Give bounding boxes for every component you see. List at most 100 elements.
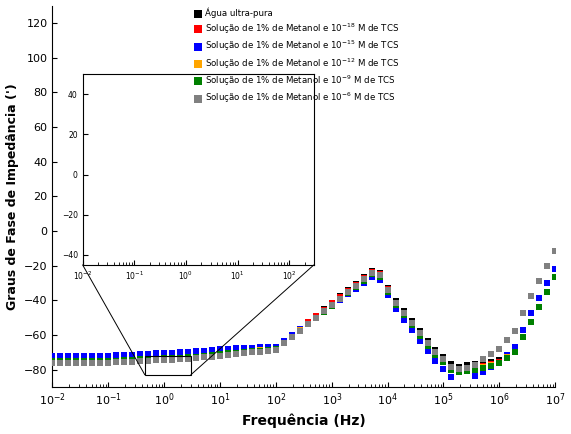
Solução de 1% de Metanol e $10^{-18}$ M de TCS [367, 269, 376, 276]
Água ultra-pura [271, 345, 280, 352]
Solução de 1% de Metanol e $10^{-18}$ M de TCS [431, 349, 440, 356]
Solução de 1% de Metanol e $10^{-12}$ M de TCS [96, 358, 105, 365]
Solução de 1% de Metanol e $10^{-6}$ M de TCS [534, 277, 544, 284]
Solução de 1% de Metanol e $10^{-18}$ M de TCS [104, 356, 113, 363]
Solução de 1% de Metanol e $10^{-18}$ M de TCS [447, 364, 456, 371]
Solução de 1% de Metanol e $10^{-9}$ M de TCS [534, 303, 544, 310]
Solução de 1% de Metanol e $10^{-9}$ M de TCS [175, 354, 184, 361]
Solução de 1% de Metanol e $10^{-18}$ M de TCS [191, 352, 200, 358]
Água ultra-pura [263, 345, 272, 352]
Solução de 1% de Metanol e $10^{-18}$ M de TCS [80, 356, 89, 363]
Solução de 1% de Metanol e $10^{-9}$ M de TCS [455, 369, 464, 376]
Água ultra-pura [255, 346, 264, 353]
Água ultra-pura [471, 361, 480, 368]
Solução de 1% de Metanol e $10^{-15}$ M de TCS [375, 276, 384, 283]
Solução de 1% de Metanol e $10^{-18}$ M de TCS [375, 271, 384, 278]
Água ultra-pura [96, 358, 105, 365]
Solução de 1% de Metanol e $10^{-6}$ M de TCS [144, 357, 153, 364]
Solução de 1% de Metanol e $10^{-18}$ M de TCS [343, 287, 352, 294]
Solução de 1% de Metanol e $10^{-6}$ M de TCS [175, 356, 184, 363]
Solução de 1% de Metanol e $10^{-9}$ M de TCS [423, 342, 432, 349]
Solução de 1% de Metanol e $10^{-18}$ M de TCS [423, 340, 432, 347]
Solução de 1% de Metanol e $10^{-18}$ M de TCS [136, 354, 145, 361]
Solução de 1% de Metanol e $10^{-18}$ M de TCS [160, 353, 169, 360]
Solução de 1% de Metanol e $10^{-15}$ M de TCS [120, 352, 129, 358]
Solução de 1% de Metanol e $10^{-15}$ M de TCS [136, 351, 145, 358]
Solução de 1% de Metanol e $10^{-12}$ M de TCS [64, 358, 73, 365]
Solução de 1% de Metanol e $10^{-15}$ M de TCS [439, 365, 448, 372]
Solução de 1% de Metanol e $10^{-9}$ M de TCS [327, 302, 336, 309]
Solução de 1% de Metanol e $10^{-18}$ M de TCS [255, 345, 264, 352]
Solução de 1% de Metanol e $10^{-9}$ M de TCS [104, 358, 113, 365]
Solução de 1% de Metanol e $10^{-12}$ M de TCS [455, 368, 464, 375]
Água ultra-pura [494, 357, 504, 364]
Solução de 1% de Metanol e $10^{-6}$ M de TCS [295, 327, 304, 334]
Solução de 1% de Metanol e $10^{-18}$ M de TCS [144, 354, 153, 361]
Solução de 1% de Metanol e $10^{-6}$ M de TCS [351, 282, 360, 289]
Solução de 1% de Metanol e $10^{-6}$ M de TCS [223, 352, 232, 358]
Solução de 1% de Metanol e $10^{-6}$ M de TCS [383, 286, 392, 293]
Solução de 1% de Metanol e $10^{-15}$ M de TCS [72, 352, 81, 359]
Solução de 1% de Metanol e $10^{-12}$ M de TCS [183, 354, 192, 361]
Água ultra-pura [502, 352, 512, 359]
Solução de 1% de Metanol e $10^{-9}$ M de TCS [343, 289, 352, 296]
X-axis label: Frequência (Hz): Frequência (Hz) [242, 414, 365, 428]
Solução de 1% de Metanol e $10^{-12}$ M de TCS [550, 274, 560, 281]
Água ultra-pura [112, 357, 121, 364]
Água ultra-pura [72, 358, 81, 365]
Solução de 1% de Metanol e $10^{-12}$ M de TCS [415, 331, 424, 338]
Solução de 1% de Metanol e $10^{-12}$ M de TCS [279, 339, 288, 346]
Solução de 1% de Metanol e $10^{-6}$ M de TCS [239, 350, 248, 357]
Água ultra-pura [447, 361, 456, 368]
Solução de 1% de Metanol e $10^{-9}$ M de TCS [183, 354, 192, 361]
Solução de 1% de Metanol e $10^{-12}$ M de TCS [343, 289, 352, 296]
Solução de 1% de Metanol e $10^{-15}$ M de TCS [526, 309, 536, 316]
Solução de 1% de Metanol e $10^{-9}$ M de TCS [215, 351, 224, 358]
Solução de 1% de Metanol e $10^{-9}$ M de TCS [64, 358, 73, 365]
Solução de 1% de Metanol e $10^{-12}$ M de TCS [542, 289, 552, 296]
Água ultra-pura [287, 332, 296, 339]
Solução de 1% de Metanol e $10^{-15}$ M de TCS [351, 285, 360, 292]
Solução de 1% de Metanol e $10^{-15}$ M de TCS [271, 343, 280, 350]
Solução de 1% de Metanol e $10^{-6}$ M de TCS [112, 359, 121, 366]
Solução de 1% de Metanol e $10^{-9}$ M de TCS [88, 358, 97, 365]
Solução de 1% de Metanol e $10^{-6}$ M de TCS [439, 356, 448, 363]
Solução de 1% de Metanol e $10^{-6}$ M de TCS [183, 355, 192, 362]
Solução de 1% de Metanol e $10^{-9}$ M de TCS [160, 355, 169, 362]
Solução de 1% de Metanol e $10^{-12}$ M de TCS [152, 355, 161, 362]
Água ultra-pura [367, 267, 376, 274]
Solução de 1% de Metanol e $10^{-6}$ M de TCS [80, 359, 89, 366]
Solução de 1% de Metanol e $10^{-15}$ M de TCS [479, 368, 488, 375]
Solução de 1% de Metanol e $10^{-9}$ M de TCS [120, 357, 129, 364]
Solução de 1% de Metanol e $10^{-9}$ M de TCS [518, 334, 528, 341]
Solução de 1% de Metanol e $10^{-15}$ M de TCS [534, 295, 544, 302]
Solução de 1% de Metanol e $10^{-6}$ M de TCS [279, 340, 288, 347]
Solução de 1% de Metanol e $10^{-15}$ M de TCS [502, 352, 512, 358]
Solução de 1% de Metanol e $10^{-12}$ M de TCS [335, 296, 344, 302]
Solução de 1% de Metanol e $10^{-12}$ M de TCS [231, 349, 240, 356]
Solução de 1% de Metanol e $10^{-15}$ M de TCS [168, 349, 177, 356]
Solução de 1% de Metanol e $10^{-12}$ M de TCS [311, 314, 320, 321]
Solução de 1% de Metanol e $10^{-9}$ M de TCS [279, 339, 288, 346]
Solução de 1% de Metanol e $10^{-15}$ M de TCS [327, 302, 336, 309]
Solução de 1% de Metanol e $10^{-12}$ M de TCS [160, 355, 169, 362]
Água ultra-pura [128, 356, 137, 363]
Solução de 1% de Metanol e $10^{-15}$ M de TCS [112, 352, 121, 359]
Solução de 1% de Metanol e $10^{-15}$ M de TCS [367, 273, 376, 280]
Solução de 1% de Metanol e $10^{-9}$ M de TCS [479, 364, 488, 371]
Solução de 1% de Metanol e $10^{-12}$ M de TCS [207, 352, 216, 358]
Solução de 1% de Metanol e $10^{-9}$ M de TCS [263, 346, 272, 353]
Solução de 1% de Metanol e $10^{-12}$ M de TCS [383, 288, 392, 295]
Solução de 1% de Metanol e $10^{-6}$ M de TCS [494, 345, 504, 352]
Solução de 1% de Metanol e $10^{-9}$ M de TCS [439, 359, 448, 366]
Solução de 1% de Metanol e $10^{-6}$ M de TCS [128, 358, 137, 365]
Solução de 1% de Metanol e $10^{-6}$ M de TCS [399, 310, 408, 317]
Solução de 1% de Metanol e $10^{-9}$ M de TCS [487, 362, 496, 369]
Solução de 1% de Metanol e $10^{-15}$ M de TCS [407, 327, 416, 334]
Solução de 1% de Metanol e $10^{-12}$ M de TCS [327, 302, 336, 309]
Água ultra-pura [431, 346, 440, 353]
Solução de 1% de Metanol e $10^{-15}$ M de TCS [96, 352, 105, 359]
Solução de 1% de Metanol e $10^{-12}$ M de TCS [439, 358, 448, 365]
Solução de 1% de Metanol e $10^{-6}$ M de TCS [199, 354, 208, 361]
Solução de 1% de Metanol e $10^{-6}$ M de TCS [327, 302, 336, 309]
